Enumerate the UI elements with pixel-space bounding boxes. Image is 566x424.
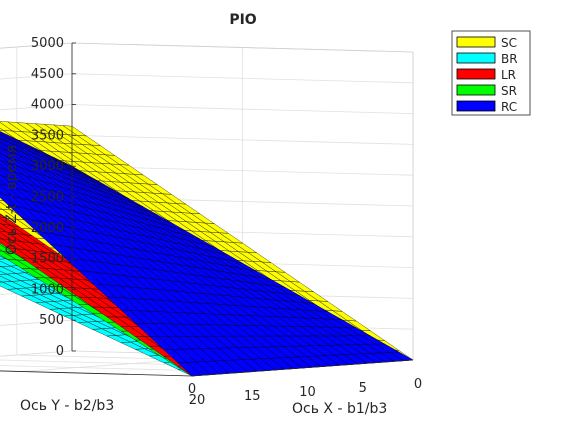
x-tick-label: 20 bbox=[189, 393, 206, 408]
surface-cell bbox=[0, 238, 17, 249]
surface-cell bbox=[0, 153, 20, 168]
z-tick-label: 4000 bbox=[31, 98, 64, 113]
surface-cell bbox=[0, 207, 3, 210]
surface-cell bbox=[0, 131, 22, 145]
frame-edge bbox=[71, 42, 414, 53]
surface-cell bbox=[0, 273, 22, 282]
surface-cell bbox=[0, 244, 12, 252]
surface-cell bbox=[0, 255, 7, 260]
surface-cell bbox=[0, 127, 4, 131]
surface-cell bbox=[0, 213, 6, 218]
grid-line bbox=[0, 319, 73, 326]
z-tick-label: 1500 bbox=[31, 252, 64, 267]
surface-cell bbox=[0, 270, 8, 275]
z-tick-label: 3000 bbox=[31, 159, 64, 174]
surface-cell bbox=[0, 155, 11, 164]
surface-cell bbox=[0, 192, 18, 207]
x-tick-label: 15 bbox=[244, 389, 261, 404]
legend-label: BR bbox=[501, 52, 518, 66]
legend-swatch bbox=[456, 52, 496, 64]
surface-cell bbox=[0, 121, 23, 132]
z-tick-label: 5000 bbox=[31, 36, 64, 51]
legend-swatch bbox=[456, 84, 496, 96]
z-tick-label: 2000 bbox=[31, 221, 64, 236]
grid-line bbox=[0, 350, 73, 357]
x-tick-label: 10 bbox=[299, 385, 316, 400]
surface-cell bbox=[0, 227, 7, 233]
surface-cell bbox=[0, 174, 2, 176]
legend-label: LR bbox=[501, 68, 516, 82]
surface-cell bbox=[0, 141, 5, 145]
frame-edge bbox=[0, 42, 73, 49]
surface-cell bbox=[0, 159, 1, 161]
surface-rc bbox=[0, 131, 414, 377]
legend-label: SC bbox=[501, 36, 517, 50]
surface-cell bbox=[0, 191, 3, 194]
surface-cell bbox=[0, 134, 18, 147]
x-axis-label: Ось X - b1/b3 bbox=[292, 401, 387, 417]
surface-cell bbox=[0, 133, 4, 137]
surface-cell bbox=[0, 280, 3, 283]
surface-cell bbox=[0, 142, 19, 156]
chart-title: PIO bbox=[229, 12, 256, 28]
z-tick-label: 0 bbox=[56, 344, 64, 359]
legend: SC BR LR SR RC bbox=[451, 30, 531, 116]
surface-cell bbox=[0, 183, 21, 199]
legend-swatch bbox=[456, 100, 496, 112]
y-tick-label: 0 bbox=[188, 382, 196, 397]
surface-cell bbox=[0, 144, 10, 152]
surface-cell bbox=[0, 265, 3, 267]
x-axis-line bbox=[191, 359, 414, 377]
surface-cell bbox=[0, 175, 16, 189]
surface-cell bbox=[0, 275, 13, 283]
y-axis-line bbox=[0, 370, 193, 377]
z-tick-label: 4500 bbox=[31, 67, 64, 82]
legend-swatch bbox=[456, 68, 496, 80]
z-axis-label: Ось Z-t - время bbox=[4, 145, 20, 255]
surface-cell bbox=[0, 147, 24, 163]
surface-cell bbox=[0, 249, 3, 252]
surface-cell bbox=[0, 179, 7, 186]
surfaces bbox=[0, 121, 414, 377]
surface-cell bbox=[0, 218, 11, 226]
surface-cell bbox=[0, 131, 13, 141]
grid-line bbox=[0, 104, 73, 111]
surface-cell bbox=[0, 281, 18, 290]
surface-cell bbox=[0, 222, 2, 225]
x-tick-label: 0 bbox=[414, 377, 422, 392]
surface-cell bbox=[0, 169, 11, 179]
surface-cell bbox=[0, 167, 21, 182]
surface-cell bbox=[0, 147, 15, 160]
z-tick-label: 2500 bbox=[31, 190, 64, 205]
z-tick-label: 1000 bbox=[31, 282, 64, 297]
surface-cell bbox=[0, 266, 17, 275]
surface-cell bbox=[0, 201, 13, 211]
surface-cell bbox=[0, 160, 16, 173]
surface-cell bbox=[0, 138, 14, 149]
surface-cell bbox=[0, 230, 21, 242]
surface-cell bbox=[0, 232, 12, 241]
legend-swatch bbox=[456, 36, 496, 48]
surface-cell bbox=[0, 164, 6, 170]
axes: 0500100015002000250030003500400045005000… bbox=[0, 36, 422, 408]
x-tick-label: 5 bbox=[359, 381, 367, 396]
surface-cell bbox=[0, 135, 9, 143]
surface-cell bbox=[0, 151, 6, 156]
surface-cell bbox=[0, 250, 17, 261]
surface-cell bbox=[0, 138, 23, 153]
surface-cell bbox=[0, 237, 3, 240]
surface-cell bbox=[0, 260, 12, 267]
legend-label: RC bbox=[501, 100, 517, 114]
surface-cell bbox=[0, 209, 18, 220]
y-axis-label: Ось Y - b2/b3 bbox=[20, 398, 114, 414]
surface-cell bbox=[0, 185, 12, 196]
z-tick-label: 500 bbox=[39, 313, 64, 328]
surface-cell bbox=[0, 223, 16, 234]
z-tick-label: 3500 bbox=[31, 128, 64, 143]
surface-cell bbox=[0, 122, 14, 132]
legend-label: SR bbox=[501, 84, 517, 98]
grid-line bbox=[0, 73, 73, 80]
